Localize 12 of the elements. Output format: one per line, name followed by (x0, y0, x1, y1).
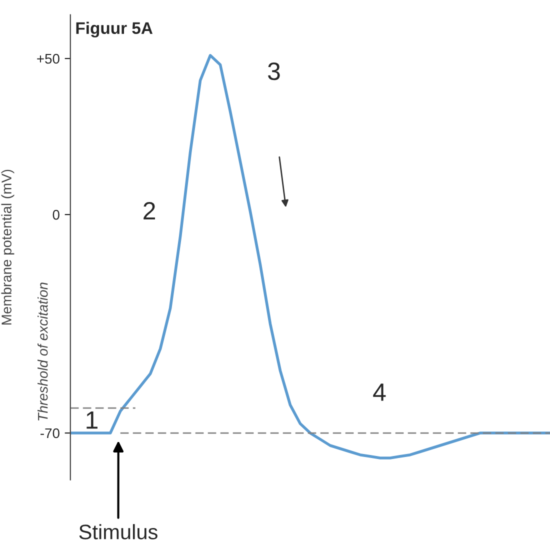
y-axis-title: Membrane potential (mV) (1, 170, 14, 325)
line-series (70, 54, 550, 460)
chart-title: Figuur 5A (76, 22, 153, 38)
y-tick-label: 0 (52, 210, 60, 220)
annotation: 2 (144, 202, 155, 220)
annotation: 4 (373, 384, 386, 401)
ref-line-label: Threshold of excitation (38, 282, 48, 420)
annotation: 1 (86, 411, 98, 429)
text: Stimulus (79, 524, 158, 540)
annotation: 3 (268, 62, 280, 80)
y-tick-label: -70 (40, 428, 60, 438)
y-tick-label: +50 (37, 54, 60, 64)
